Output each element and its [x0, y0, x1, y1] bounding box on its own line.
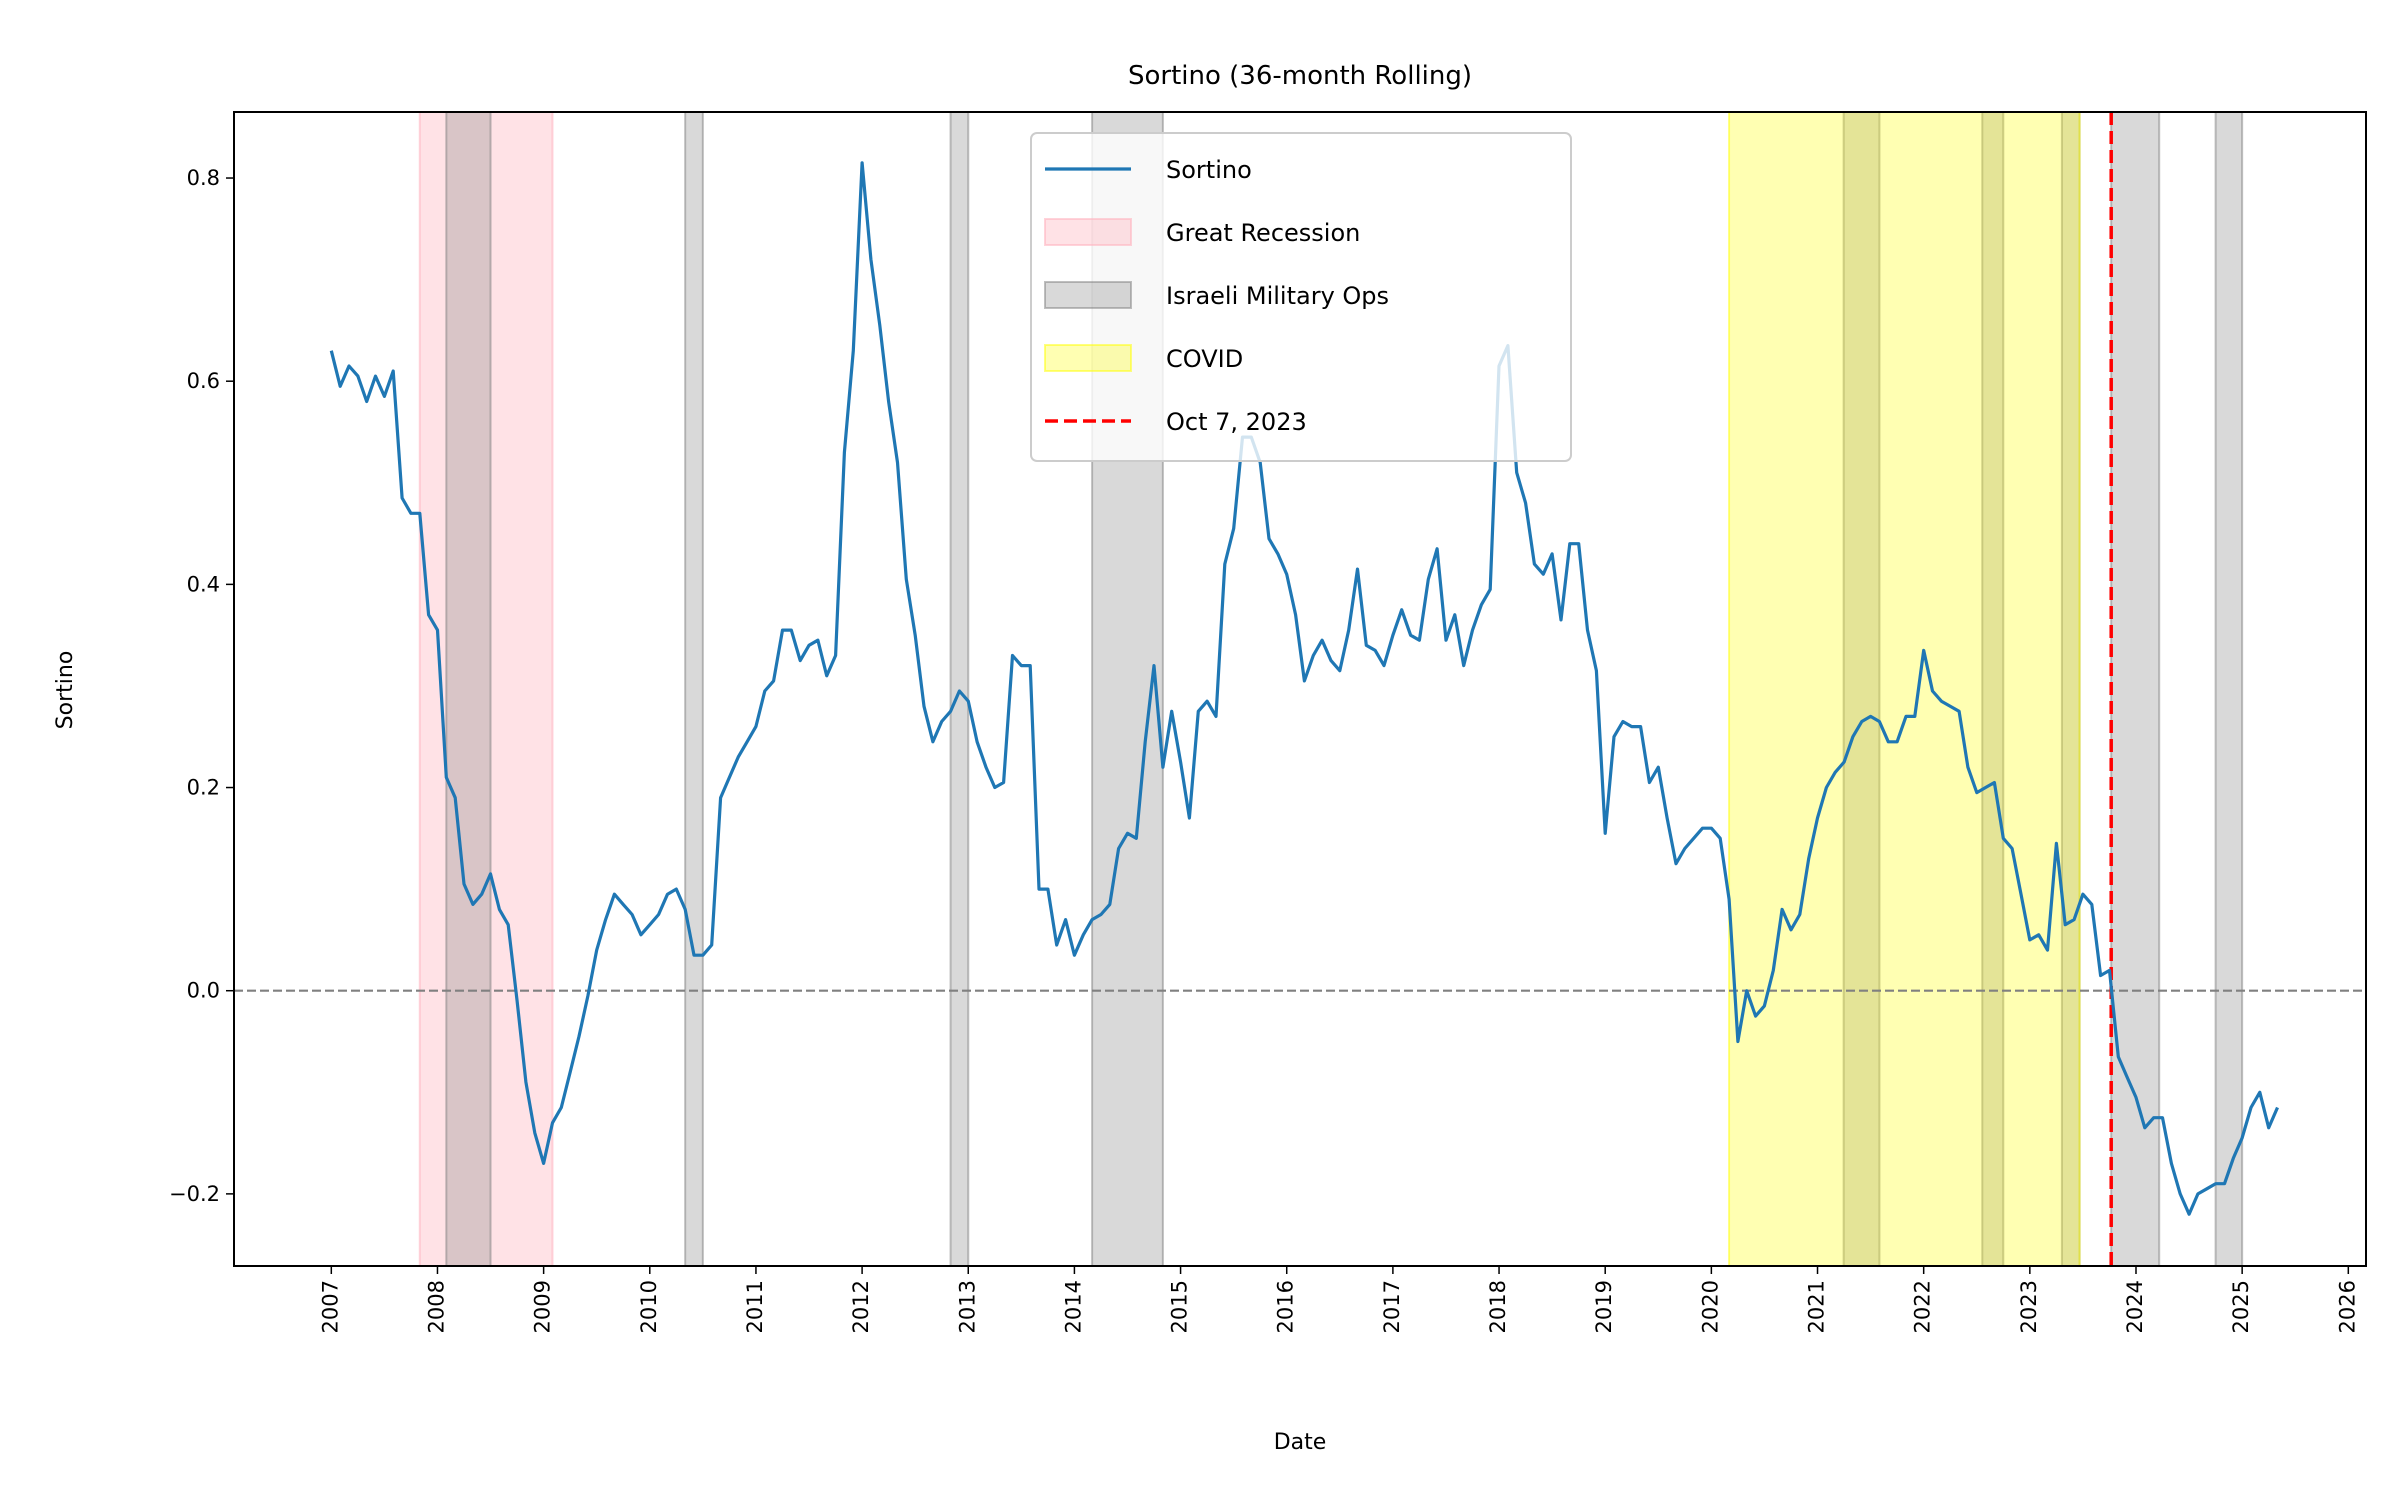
x-tick-label: 2014: [1061, 1280, 1085, 1333]
y-axis: −0.2 0.0 0.2 0.4 0.6 0.8: [169, 166, 234, 1206]
x-tick-label: 2013: [955, 1280, 979, 1333]
x-tick-label: 2024: [2123, 1280, 2147, 1333]
x-tick-label: 2012: [849, 1280, 873, 1333]
legend-box: [1030, 132, 1572, 462]
x-tick-label: 2018: [1486, 1280, 1510, 1333]
legend-great-recession-swatch: [1044, 218, 1132, 246]
legend-great-recession-label: Great Recession: [1166, 219, 1360, 247]
x-tick-label: 2009: [531, 1280, 555, 1333]
shaded-region-israeli-military-ops: [2214, 111, 2244, 1267]
shaded-region-israeli-military-ops: [684, 111, 704, 1267]
x-tick-label: 2011: [743, 1280, 767, 1333]
series-group: [329, 161, 2279, 1216]
x-tick-label: 2022: [1911, 1280, 1935, 1333]
x-tick-label: 2025: [2229, 1280, 2253, 1333]
x-axis-label: Date: [1274, 1430, 1327, 1455]
legend-israeli-military-ops-label: Israeli Military Ops: [1166, 282, 1389, 310]
y-axis-label: Sortino: [53, 651, 78, 730]
y-tick-label: 0.8: [187, 166, 220, 190]
legend: Sortino Great Recession Israeli Military O…: [1030, 132, 1572, 462]
shaded-region-israeli-military-ops: [949, 111, 970, 1267]
x-tick-label: 2016: [1274, 1280, 1298, 1333]
y-tick-label: 0.6: [187, 369, 220, 393]
x-tick-label: 2015: [1168, 1280, 1192, 1333]
plot-frame: [233, 111, 2367, 1267]
legend-israeli-military-ops-swatch: [1044, 281, 1132, 309]
legend-covid-swatch: [1044, 344, 1132, 372]
legend-covid-label: COVID: [1166, 345, 1243, 373]
x-tick-label: 2020: [1698, 1280, 1722, 1333]
x-tick-label: 2010: [637, 1280, 661, 1333]
legend-sortino-label: Sortino: [1166, 156, 1252, 184]
y-tick-label: 0.2: [187, 776, 220, 800]
x-tick-label: 2007: [318, 1280, 342, 1333]
x-tick-label: 2008: [424, 1280, 448, 1333]
shaded-region-covid: [1728, 111, 2081, 1267]
y-tick-label: 0.0: [187, 979, 220, 1003]
x-tick-label: 2021: [1805, 1280, 1829, 1333]
sortino-line: [329, 161, 2279, 1216]
chart-title: Sortino (36-month Rolling): [1128, 61, 1472, 91]
x-tick-label: 2017: [1380, 1280, 1404, 1333]
x-tick-label: 2019: [1592, 1280, 1616, 1333]
x-tick-label: 2026: [2335, 1280, 2359, 1333]
shaded-region-israeli-military-ops: [445, 111, 492, 1267]
x-tick-label: 2023: [2017, 1280, 2041, 1333]
x-axis: 2007 2008 2009 2010 2011 2012 2013 2014 2015 2016…: [318, 1266, 2359, 1333]
y-tick-label: −0.2: [169, 1182, 220, 1206]
shaded-regions: [418, 111, 2244, 1267]
y-tick-label: 0.4: [187, 572, 220, 596]
legend-oct-7-2023-label: Oct 7, 2023: [1166, 408, 1307, 436]
